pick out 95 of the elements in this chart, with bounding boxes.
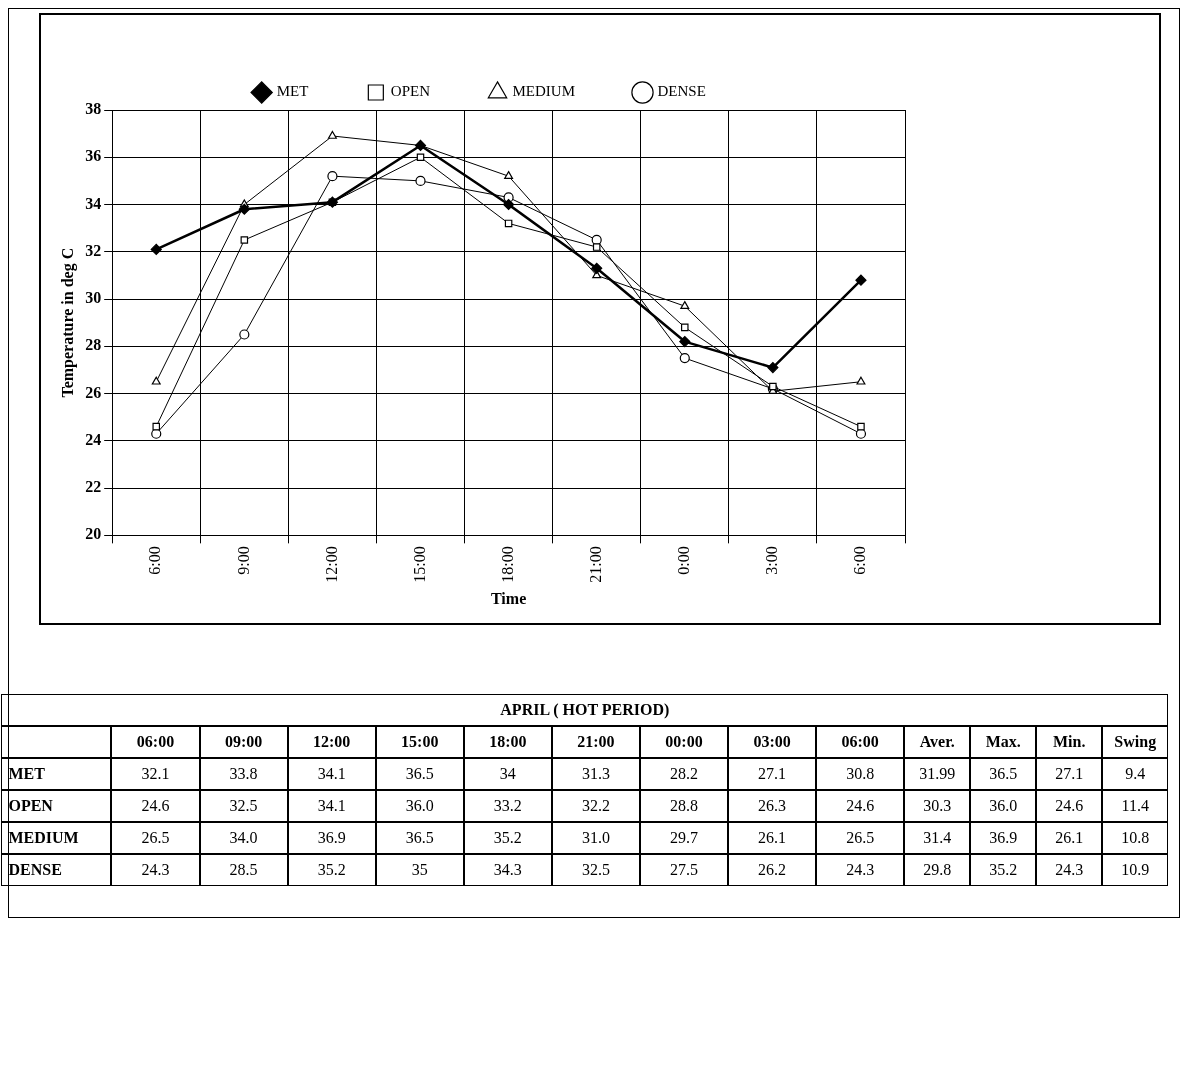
data-label: 9.4 bbox=[1102, 758, 1169, 791]
data-label: 36.9 bbox=[970, 822, 1037, 855]
text: 00:00 bbox=[639, 726, 729, 759]
data-label: 29.7 bbox=[639, 822, 729, 855]
text: APRIL ( HOT PERIOD) bbox=[1, 694, 1169, 727]
data-label: 24.3 bbox=[816, 854, 905, 887]
category-label: Aver. bbox=[904, 726, 971, 759]
data-label: 32.5 bbox=[199, 790, 288, 823]
y-tick-label: 28 bbox=[85, 336, 102, 354]
x-tick-label: 9:00 bbox=[234, 546, 252, 575]
data-label: 26.2 bbox=[728, 854, 817, 887]
y-tick-label: 22 bbox=[85, 478, 102, 496]
data-label: 26.3 bbox=[728, 790, 817, 823]
text: 15:00 bbox=[375, 726, 464, 759]
y-tick-label: 32 bbox=[85, 241, 102, 259]
x-tick-label: 0:00 bbox=[674, 546, 692, 575]
data-label: 32.1 bbox=[111, 758, 200, 791]
category-label: Max. bbox=[970, 726, 1037, 759]
data-label: 28.2 bbox=[639, 758, 729, 791]
data-label: 35.2 bbox=[970, 854, 1037, 887]
y-tick-label: 36 bbox=[85, 147, 102, 165]
y-tick-label: 20 bbox=[85, 525, 102, 543]
y-tick-label: 26 bbox=[85, 383, 102, 401]
data-label: 34 bbox=[463, 758, 552, 791]
data-label: 31.0 bbox=[551, 822, 640, 855]
data-label: 34.3 bbox=[463, 854, 552, 887]
category-label: Swing bbox=[1102, 726, 1169, 759]
text: 12:00 bbox=[287, 726, 376, 759]
x-tick-label: 6:00 bbox=[146, 546, 164, 575]
data-label: 33.8 bbox=[199, 758, 288, 791]
y-axis-title: Temperature in deg C bbox=[58, 247, 77, 398]
data-label: 35 bbox=[375, 854, 464, 887]
data-label: 33.2 bbox=[463, 790, 552, 823]
y-tick-label: 24 bbox=[85, 430, 102, 448]
x-tick-label: 18:00 bbox=[498, 546, 516, 583]
text: 06:00 bbox=[111, 726, 200, 759]
data-label: 36.5 bbox=[375, 822, 464, 855]
data-label: 26.1 bbox=[1036, 822, 1103, 855]
x-tick-label: 21:00 bbox=[586, 546, 604, 583]
data-label: 28.8 bbox=[639, 790, 729, 823]
data-label: 11.4 bbox=[1102, 790, 1169, 823]
data-label: 29.8 bbox=[904, 854, 971, 887]
data-label: 24.6 bbox=[111, 790, 200, 823]
data-label: 36.9 bbox=[287, 822, 376, 855]
data-label: 36.0 bbox=[375, 790, 464, 823]
data-label: 30.8 bbox=[816, 758, 905, 791]
data-label: 35.2 bbox=[463, 822, 552, 855]
data-label: 32.2 bbox=[551, 790, 640, 823]
data-label: 27.1 bbox=[728, 758, 817, 791]
text: 21:00 bbox=[551, 726, 640, 759]
text: 06:00 bbox=[816, 726, 905, 759]
data-label: 24.6 bbox=[816, 790, 905, 823]
data-label: 27.5 bbox=[639, 854, 729, 887]
data-label: 24.3 bbox=[1036, 854, 1103, 887]
text: 03:00 bbox=[728, 726, 817, 759]
x-tick-label: 6:00 bbox=[851, 546, 869, 575]
y-tick-label: 30 bbox=[85, 289, 102, 307]
x-tick-label: 12:00 bbox=[322, 546, 340, 583]
text: OPEN bbox=[8, 797, 53, 815]
text: 09:00 bbox=[199, 726, 288, 759]
data-label: 24.3 bbox=[111, 854, 200, 887]
data-label: 27.1 bbox=[1036, 758, 1103, 791]
data-label: 28.5 bbox=[199, 854, 288, 887]
data-label: 26.1 bbox=[728, 822, 817, 855]
legend-label: OPEN bbox=[390, 83, 431, 100]
category-label: Min. bbox=[1036, 726, 1103, 759]
data-label: 36.5 bbox=[375, 758, 464, 791]
data-label: 34.1 bbox=[287, 790, 376, 823]
y-tick-label: 34 bbox=[85, 194, 102, 212]
data-label: 10.9 bbox=[1102, 854, 1169, 887]
x-tick-label: 3:00 bbox=[763, 546, 781, 575]
legend-label: DENSE bbox=[657, 83, 706, 100]
data-label: 31.99 bbox=[904, 758, 971, 791]
data-label: 24.6 bbox=[1036, 790, 1103, 823]
data-label: 36.5 bbox=[970, 758, 1037, 791]
data-label: 30.3 bbox=[904, 790, 971, 823]
legend-label: MET bbox=[276, 83, 309, 100]
text: 18:00 bbox=[463, 726, 552, 759]
data-label: 31.3 bbox=[551, 758, 640, 791]
data-label: 36.0 bbox=[970, 790, 1037, 823]
data-label: 26.5 bbox=[111, 822, 200, 855]
text: MEDIUM bbox=[8, 829, 79, 847]
x-axis-title: Time bbox=[490, 589, 527, 607]
data-label: 35.2 bbox=[287, 854, 376, 887]
data-label: 32.5 bbox=[551, 854, 640, 887]
x-tick-label: 15:00 bbox=[410, 546, 428, 583]
data-label: 34.0 bbox=[199, 822, 288, 855]
y-tick-label: 38 bbox=[85, 100, 102, 118]
data-label: 31.4 bbox=[904, 822, 971, 855]
data-label: 34.1 bbox=[287, 758, 376, 791]
text: MET bbox=[8, 765, 45, 783]
text: DENSE bbox=[8, 861, 62, 879]
data-label: 10.8 bbox=[1102, 822, 1169, 855]
legend-label: MEDIUM bbox=[512, 83, 575, 100]
data-label: 26.5 bbox=[816, 822, 905, 855]
